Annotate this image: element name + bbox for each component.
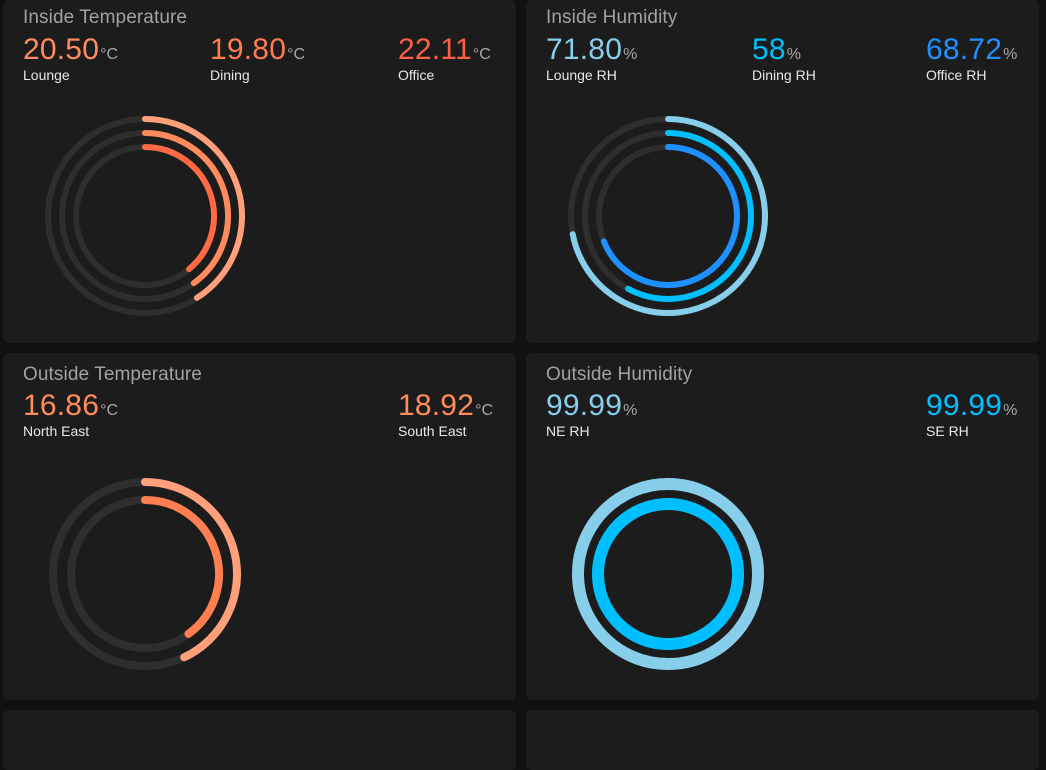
sensor-label: Dining — [210, 67, 250, 83]
sensor-label: Office RH — [926, 67, 987, 83]
sensor-unit: °C — [472, 46, 491, 63]
card-inside-temperature[interactable]: Inside Temperature 20.50°C Lounge 19.80°… — [3, 0, 516, 343]
card-partial-right[interactable] — [526, 710, 1039, 770]
sensor-office-temperature[interactable]: 22.11°C Office — [398, 33, 491, 83]
gauge-arc — [591, 498, 744, 650]
sensor-value: 18.92 — [398, 389, 475, 422]
gauge-arc — [569, 116, 768, 316]
card-outside-temperature[interactable]: Outside Temperature 16.86°C North East 1… — [3, 353, 516, 700]
sensor-value: 71.80 — [546, 33, 623, 66]
sensor-label: Office — [398, 67, 435, 83]
sensor-label: SE RH — [926, 423, 969, 439]
radial-gauge — [571, 478, 764, 670]
sensor-dining-temperature[interactable]: 19.80°C Dining — [210, 33, 305, 83]
card-inside-humidity[interactable]: Inside Humidity 71.80% Lounge RH 58% Din… — [526, 0, 1039, 343]
sensor-value: 20.50 — [23, 33, 100, 66]
gauge-arc — [142, 116, 245, 301]
sensor-unit: % — [623, 402, 638, 419]
sensor-label: Dining RH — [752, 67, 816, 83]
sensor-value: 16.86 — [23, 389, 100, 422]
sensor-unit: °C — [287, 46, 306, 63]
sensor-unit: °C — [100, 402, 119, 419]
sensor-label: North East — [23, 423, 90, 439]
sensor-value: 68.72 — [926, 33, 1003, 66]
radial-gauge — [45, 116, 245, 316]
sensor-label: South East — [398, 423, 467, 439]
sensor-unit: % — [786, 46, 802, 63]
sensor-value: 99.99 — [546, 389, 623, 422]
sensor-lounge-temperature[interactable]: 20.50°C Lounge — [23, 33, 118, 83]
sensor-value: 99.99 — [926, 389, 1003, 422]
card-outside-humidity[interactable]: Outside Humidity 99.99% NE RH 99.99% SE … — [526, 353, 1039, 700]
radial-gauge — [49, 478, 241, 670]
radial-gauge — [568, 116, 768, 316]
sensor-label: Lounge — [23, 67, 70, 83]
gauge-arc — [571, 478, 764, 670]
sensor-unit: % — [1003, 402, 1018, 419]
sensor-unit: °C — [100, 46, 119, 63]
gauge-arc — [600, 144, 740, 288]
sensor-south-east-temperature[interactable]: 18.92°C South East — [398, 389, 493, 439]
sensor-ne-humidity[interactable]: 99.99% NE RH — [546, 389, 637, 439]
gauge-arc — [142, 144, 217, 273]
gauge-arc — [141, 478, 241, 662]
gauge-arc — [142, 130, 231, 287]
sensor-unit: % — [1003, 46, 1018, 63]
sensor-label: Lounge RH — [546, 67, 617, 83]
gauge-arc — [625, 130, 754, 302]
sensor-se-humidity[interactable]: 99.99% SE RH — [926, 389, 1017, 439]
sensor-unit: % — [623, 46, 638, 63]
sensor-unit: °C — [475, 402, 494, 419]
sensor-value: 58 — [752, 33, 786, 66]
sensor-value: 22.11 — [398, 33, 472, 66]
gauge-arc — [141, 496, 223, 638]
card-partial-left[interactable] — [3, 710, 516, 770]
sensor-value: 19.80 — [210, 33, 287, 66]
card-title: Inside Temperature — [23, 7, 188, 28]
sensor-label: NE RH — [546, 423, 590, 439]
card-title: Outside Humidity — [546, 364, 693, 385]
sensor-office-humidity[interactable]: 68.72% Office RH — [926, 33, 1017, 83]
sensor-north-east-temperature[interactable]: 16.86°C North East — [23, 389, 118, 439]
sensor-dining-humidity[interactable]: 58% Dining RH — [752, 33, 816, 83]
sensor-lounge-humidity[interactable]: 71.80% Lounge RH — [546, 33, 637, 83]
card-title: Inside Humidity — [546, 7, 678, 28]
card-title: Outside Temperature — [23, 364, 202, 385]
